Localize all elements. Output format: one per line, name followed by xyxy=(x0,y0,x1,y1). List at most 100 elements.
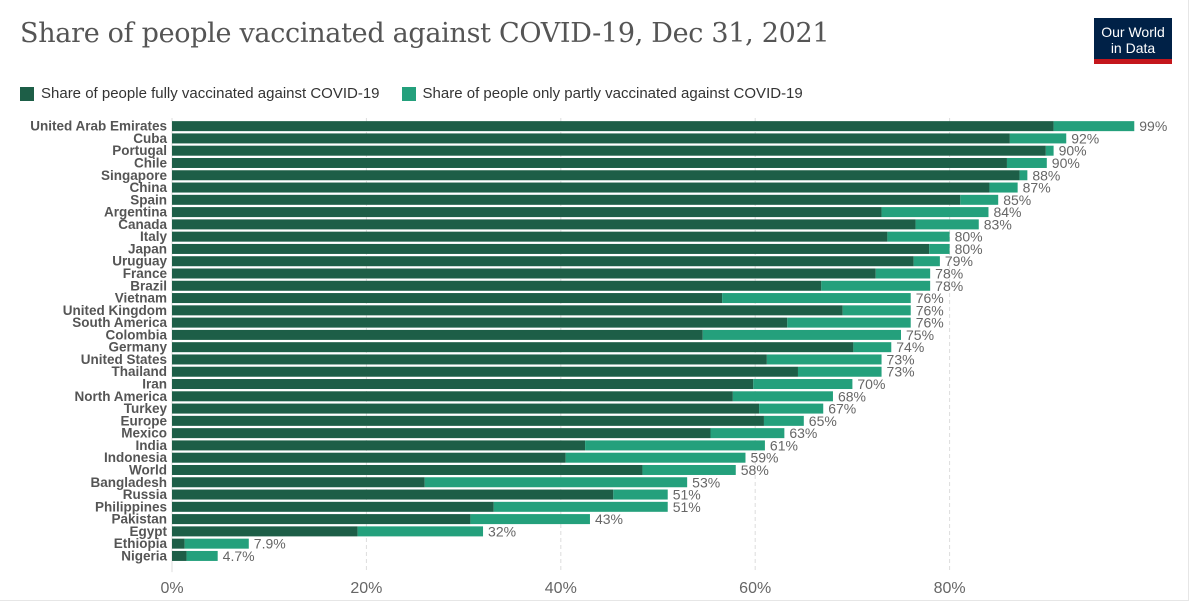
bar-fully-ethiopia[interactable] xyxy=(172,538,185,549)
bar-partly-philippines[interactable] xyxy=(493,501,668,512)
bar-fully-italy[interactable] xyxy=(172,231,888,242)
bar-partly-spain[interactable] xyxy=(960,194,999,205)
bar-fully-cuba[interactable] xyxy=(172,133,1010,144)
bar-fully-colombia[interactable] xyxy=(172,329,703,340)
bar-fully-brazil[interactable] xyxy=(172,280,822,291)
bar-partly-south-america[interactable] xyxy=(787,317,911,328)
bar-partly-united-states[interactable] xyxy=(766,354,882,365)
owid-logo[interactable]: Our World in Data xyxy=(1094,18,1172,64)
category-label-argentina: Argentina xyxy=(104,205,167,220)
category-label-canada: Canada xyxy=(118,217,167,232)
bar-fully-thailand[interactable] xyxy=(172,366,798,377)
bar-partly-egypt[interactable] xyxy=(357,526,484,537)
bar-partly-nigeria[interactable] xyxy=(186,550,218,561)
bar-fully-iran[interactable] xyxy=(172,379,754,390)
bar-partly-uruguay[interactable] xyxy=(913,256,940,267)
bar-partly-argentina[interactable] xyxy=(881,207,989,218)
bar-partly-north-america[interactable] xyxy=(732,391,833,402)
bar-partly-vietnam[interactable] xyxy=(722,293,911,304)
bar-partly-russia[interactable] xyxy=(613,489,668,500)
bar-partly-pakistan[interactable] xyxy=(470,514,590,525)
category-label-vietnam: Vietnam xyxy=(115,291,167,306)
bar-partly-world[interactable] xyxy=(642,464,736,475)
value-label-italy: 80% xyxy=(955,229,983,245)
category-label-cuba: Cuba xyxy=(133,131,167,146)
bar-fully-nigeria[interactable] xyxy=(172,550,187,561)
value-label-chile: 90% xyxy=(1052,155,1080,171)
bar-partly-cuba[interactable] xyxy=(1009,133,1067,144)
legend-swatch-partly xyxy=(401,86,416,101)
bar-fully-russia[interactable] xyxy=(172,489,614,500)
bar-partly-italy[interactable] xyxy=(887,231,950,242)
bar-partly-germany[interactable] xyxy=(853,342,892,353)
bar-fully-germany[interactable] xyxy=(172,342,854,353)
chart-title: Share of people vaccinated against COVID… xyxy=(20,18,830,49)
bar-fully-world[interactable] xyxy=(172,464,643,475)
bar-partly-iran[interactable] xyxy=(753,379,853,390)
bar-fully-bangladesh[interactable] xyxy=(172,477,425,488)
bar-partly-portugal[interactable] xyxy=(1045,145,1054,156)
bar-partly-indonesia[interactable] xyxy=(565,452,746,463)
bar-partly-india[interactable] xyxy=(585,440,765,451)
value-label-nigeria: 4.7% xyxy=(223,548,255,564)
category-label-nigeria: Nigeria xyxy=(121,548,167,563)
bar-fully-mexico[interactable] xyxy=(172,428,711,439)
bar-partly-europe[interactable] xyxy=(763,415,804,426)
bar-fully-egypt[interactable] xyxy=(172,526,358,537)
value-label-argentina: 84% xyxy=(993,204,1021,220)
bar-partly-mexico[interactable] xyxy=(710,428,785,439)
bar-fully-united-states[interactable] xyxy=(172,354,767,365)
legend-swatch-fully xyxy=(20,86,34,101)
bar-fully-france[interactable] xyxy=(172,268,876,279)
bar-partly-chile[interactable] xyxy=(1006,157,1047,168)
value-label-spain: 85% xyxy=(1003,192,1031,208)
bar-partly-thailand[interactable] xyxy=(797,366,882,377)
bar-fully-north-america[interactable] xyxy=(172,391,733,402)
category-label-world: World xyxy=(129,462,167,477)
legend-item-fully[interactable]: Share of people fully vaccinated against… xyxy=(20,85,380,102)
category-label-uruguay: Uruguay xyxy=(112,254,167,269)
bar-fully-vietnam[interactable] xyxy=(172,293,723,304)
value-label-indonesia: 59% xyxy=(750,450,778,466)
legend-item-partly[interactable]: Share of people only partly vaccinated a… xyxy=(401,85,803,102)
bar-partly-turkey[interactable] xyxy=(759,403,824,414)
bar-fully-turkey[interactable] xyxy=(172,403,760,414)
bar-partly-china[interactable] xyxy=(989,182,1018,193)
category-label-bangladesh: Bangladesh xyxy=(90,475,167,490)
category-label-japan: Japan xyxy=(128,241,167,256)
bar-fully-japan[interactable] xyxy=(172,243,930,254)
bar-partly-japan[interactable] xyxy=(929,243,950,254)
bar-fully-pakistan[interactable] xyxy=(172,514,471,525)
category-label-colombia: Colombia xyxy=(105,327,167,342)
bar-fully-china[interactable] xyxy=(172,182,990,193)
bar-fully-south-america[interactable] xyxy=(172,317,788,328)
bar-fully-canada[interactable] xyxy=(172,219,916,230)
bar-partly-united-arab-emirates[interactable] xyxy=(1053,121,1135,132)
bar-partly-colombia[interactable] xyxy=(702,329,901,340)
bar-fully-europe[interactable] xyxy=(172,415,764,426)
bar-fully-philippines[interactable] xyxy=(172,501,494,512)
bar-partly-canada[interactable] xyxy=(915,219,979,230)
bar-partly-united-kingdom[interactable] xyxy=(842,305,911,316)
bar-partly-ethiopia[interactable] xyxy=(184,538,249,549)
value-label-pakistan: 43% xyxy=(595,511,623,527)
bar-fully-argentina[interactable] xyxy=(172,207,882,218)
bar-partly-brazil[interactable] xyxy=(821,280,931,291)
logo-line-2: in Data xyxy=(1110,40,1156,56)
bar-fully-united-arab-emirates[interactable] xyxy=(172,121,1054,132)
bar-fully-india[interactable] xyxy=(172,440,586,451)
bar-partly-france[interactable] xyxy=(875,268,931,279)
bar-partly-singapore[interactable] xyxy=(1019,170,1028,181)
bar-partly-bangladesh[interactable] xyxy=(424,477,688,488)
value-label-world: 58% xyxy=(741,462,769,478)
bar-fully-united-kingdom[interactable] xyxy=(172,305,843,316)
bar-fully-chile[interactable] xyxy=(172,157,1007,168)
bar-fully-portugal[interactable] xyxy=(172,145,1046,156)
bar-fully-uruguay[interactable] xyxy=(172,256,914,267)
value-label-bangladesh: 53% xyxy=(692,474,720,490)
bar-fully-singapore[interactable] xyxy=(172,170,1020,181)
bar-fully-indonesia[interactable] xyxy=(172,452,566,463)
bar-fully-spain[interactable] xyxy=(172,194,961,205)
value-label-portugal: 90% xyxy=(1059,143,1087,159)
